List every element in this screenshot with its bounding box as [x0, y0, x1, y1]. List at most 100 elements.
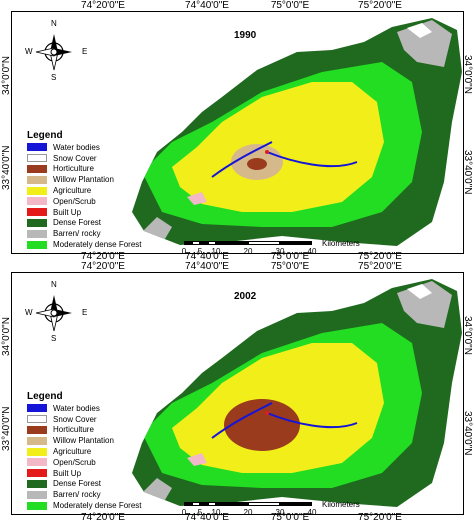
- lon-tick-bottom: 74°20'0"E: [81, 251, 125, 262]
- horticulture-patch: [247, 158, 267, 170]
- legend-label: Horticulture: [53, 164, 94, 174]
- land-cover-map: [132, 279, 462, 507]
- legend-label: Dense Forest: [53, 479, 102, 489]
- legend-label: Moderately dense Forest: [53, 240, 142, 250]
- legend-label: Snow Cover: [53, 414, 97, 424]
- land-cover-map: [132, 18, 462, 246]
- legend-item: Dense Forest: [24, 218, 199, 229]
- scale-label: 10: [211, 247, 221, 254]
- legend-swatch: [27, 197, 47, 206]
- scale-label: 40: [307, 247, 317, 254]
- scale-label: 40: [307, 508, 317, 515]
- lon-tick-top: 74°20'0"E: [81, 0, 125, 11]
- map-frame: 1990 N S W E Legend Water bodies Snow Cov…: [11, 11, 464, 254]
- legend-item: Moderately dense Forest: [24, 500, 199, 511]
- scale-segment: [248, 241, 280, 245]
- lon-tick-top: 74°40'0"E: [185, 261, 229, 272]
- scale-label: 30: [275, 508, 285, 515]
- scale-segment: [248, 502, 280, 506]
- legend-item: Moderately dense Forest: [24, 239, 199, 250]
- legend-label: Barren/ rocky: [53, 490, 101, 500]
- north-arrow: N S W E: [25, 281, 87, 343]
- map-panel-2002: 74°20'0"E 74°40'0"E 75°0'0"E 75°20'0"E 3…: [0, 261, 474, 523]
- legend-swatch: [27, 143, 47, 152]
- horticulture-patch: [224, 399, 300, 451]
- scale-segment: [184, 241, 192, 245]
- legend-item: Horticulture: [24, 164, 199, 175]
- legend-swatch: [27, 458, 47, 467]
- legend-title: Legend: [27, 391, 63, 402]
- lon-tick-top: 74°40'0"E: [185, 0, 229, 11]
- scale-unit: Kilometers: [322, 500, 360, 509]
- compass-icon: [35, 295, 72, 332]
- legend-item: Dense Forest: [24, 479, 199, 490]
- legend-label: Agriculture: [53, 186, 92, 196]
- scale-segment: [208, 502, 216, 506]
- legend-swatch: [27, 229, 47, 238]
- east-label: E: [82, 308, 88, 317]
- map-frame: 2002 N S W E Legend Water bodies Snow Cov…: [11, 272, 464, 515]
- lon-tick-bottom: 75°20'0"E: [358, 512, 402, 523]
- scale-label: 30: [275, 247, 285, 254]
- legend-swatch: [27, 425, 47, 434]
- legend-label: Moderately dense Forest: [53, 501, 142, 511]
- legend-swatch: [27, 490, 47, 499]
- scale-label: 5: [197, 247, 203, 254]
- legend-item: Built Up: [24, 207, 199, 218]
- compass-icon: [35, 34, 72, 71]
- legend-swatch: [27, 240, 47, 249]
- map-year: 1990: [234, 30, 257, 41]
- lon-tick-top: 75°0'0"E: [270, 0, 310, 11]
- south-label: S: [51, 334, 57, 343]
- scale-segment: [280, 241, 312, 245]
- scale-segment: [200, 241, 208, 245]
- map-panel-1990: 74°20'0"E 74°40'0"E 75°0'0"E 75°20'0"E 3…: [0, 0, 474, 262]
- legend-swatch: [27, 469, 47, 478]
- legend-swatch: [27, 415, 47, 424]
- lon-tick-bottom: 74°40'0"E: [185, 512, 229, 523]
- legend-item: Agriculture: [24, 185, 199, 196]
- legend-item: Willow Plantation: [24, 174, 199, 185]
- legend-swatch: [27, 501, 47, 510]
- north-label: N: [51, 19, 57, 28]
- legend-swatch: [27, 404, 47, 413]
- lon-tick-top: 75°20'0"E: [358, 0, 402, 11]
- legend-label: Horticulture: [53, 425, 94, 435]
- legend-swatch: [27, 208, 47, 217]
- north-label: N: [51, 280, 57, 289]
- map-year: 2002: [234, 291, 257, 302]
- legend-swatch: [27, 436, 47, 445]
- legend-label: Barren/ rocky: [53, 229, 101, 239]
- lon-tick-top: 75°20'0"E: [358, 261, 402, 272]
- scale-segment: [216, 241, 248, 245]
- south-label: S: [51, 73, 57, 82]
- legend-label: Agriculture: [53, 447, 92, 457]
- scale-label: 5: [197, 508, 203, 515]
- legend-item: Barren/ rocky: [24, 489, 199, 500]
- legend-label: Willow Plantation: [53, 436, 114, 446]
- scale-segment: [192, 502, 200, 506]
- legend-item: Built Up: [24, 468, 199, 479]
- legend-swatch: [27, 218, 47, 227]
- legend-label: Water bodies: [53, 142, 100, 152]
- lon-tick-top: 75°0'0"E: [270, 261, 310, 272]
- river: [211, 402, 358, 439]
- legend-label: Willow Plantation: [53, 175, 114, 185]
- scale-label: 20: [243, 508, 253, 515]
- north-arrow: N S W E: [25, 20, 87, 82]
- west-label: W: [25, 47, 33, 56]
- legend-item: Willow Plantation: [24, 435, 199, 446]
- legend-item: Horticulture: [24, 425, 199, 436]
- lon-tick-top: 74°20'0"E: [81, 261, 125, 272]
- scale-label: 20: [243, 247, 253, 254]
- river: [211, 141, 358, 178]
- legend-swatch: [27, 186, 47, 195]
- scale-segment: [280, 502, 312, 506]
- legend-label: Built Up: [53, 207, 82, 217]
- district-region: [132, 18, 462, 246]
- legend-item: Snow Cover: [24, 414, 199, 425]
- legend-item: Water bodies: [24, 142, 199, 153]
- scale-label: 0: [181, 508, 187, 515]
- lon-tick-bottom: 75°0'0"E: [270, 251, 310, 262]
- scale-bar: 0 5 10 20 30 40 Kilometers: [182, 239, 424, 254]
